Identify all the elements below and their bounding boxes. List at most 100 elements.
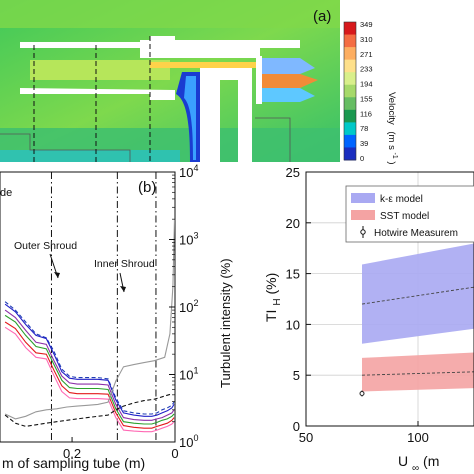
colorbar-label-text: Velocity bbox=[386, 92, 397, 125]
panel-c-ytick-label: 10 bbox=[286, 317, 300, 332]
panel-c-ylabel-sub: H bbox=[272, 298, 283, 305]
arrowhead-outer-shroud bbox=[54, 272, 60, 278]
panel-b-series-line bbox=[4, 393, 173, 427]
panel-c-ytick-label: 20 bbox=[286, 216, 300, 231]
panel-c-xtick-label: 100 bbox=[407, 430, 429, 445]
panel-c-ylabel: TI H (%) bbox=[263, 273, 283, 322]
step-lower-right bbox=[255, 117, 291, 162]
panel-b-xtick-label: 0 bbox=[171, 446, 178, 461]
colorbar-tick-label: 155 bbox=[360, 94, 373, 103]
panel-b-series-line bbox=[4, 303, 175, 417]
legend-marker-hotwire bbox=[360, 229, 366, 235]
panel-c-ytick-label: 5 bbox=[293, 368, 300, 383]
legend-swatch-k-eps bbox=[351, 193, 375, 203]
panel-c-frame-top bbox=[305, 171, 474, 427]
panel-b-xlabel: m of sampling tube (m) bbox=[2, 455, 145, 471]
panel-c-ytick-label: 15 bbox=[286, 267, 300, 282]
panel-b-series-line bbox=[4, 321, 175, 429]
inner-channel bbox=[30, 60, 170, 80]
colorbar-tick-label: 78 bbox=[360, 124, 368, 133]
colorbar-segment bbox=[344, 59, 356, 73]
panel-b-right-ticks: 104 103 102 101 100 bbox=[169, 163, 198, 450]
colorbar-label-close: ) bbox=[386, 161, 397, 164]
panel-c-ytick-label: 25 bbox=[286, 165, 300, 180]
panel-b: (b) de Outer Shroud Inner Shroud m of sa… bbox=[0, 163, 233, 471]
colorbar-segment bbox=[344, 72, 356, 86]
inlet-tube-bottom bbox=[20, 88, 175, 100]
contour-band-upper bbox=[0, 0, 340, 28]
panel-b-series-line bbox=[4, 309, 175, 421]
colorbar-segment bbox=[344, 122, 356, 136]
panel-b-partial-legend: de bbox=[0, 187, 12, 199]
panel-c-ticks: 0 5 10 15 20 25 50 100 bbox=[286, 165, 429, 445]
panel-c-ylabel-base: TI bbox=[263, 310, 279, 322]
panel-c-legend: k-ε model SST model Hotwire Measurem bbox=[345, 185, 474, 243]
annotation-outer-shroud: Outer Shroud bbox=[14, 240, 77, 252]
tube-jet-lower bbox=[150, 62, 260, 68]
step-lower-left bbox=[0, 133, 131, 162]
colorbar-segment bbox=[344, 109, 356, 123]
arrowhead-inner-shroud bbox=[120, 286, 126, 292]
colorbar-tick-label: 271 bbox=[360, 50, 373, 59]
exhaust-mid bbox=[262, 74, 318, 88]
legend-label-hotwire: Hotwire Measurem bbox=[374, 228, 458, 239]
legend-label-sst: SST model bbox=[380, 211, 429, 222]
inlet-tube-top bbox=[20, 36, 175, 48]
colorbar-segment bbox=[344, 147, 356, 161]
annotation-inner-shroud: Inner Shroud bbox=[94, 258, 155, 270]
colorbar-label-exp: -1 bbox=[391, 153, 398, 159]
blue-probe-core bbox=[184, 76, 196, 160]
colorbar-tick-label: 116 bbox=[360, 109, 372, 118]
panel-c-hotwire-point bbox=[359, 390, 365, 396]
panel-b-xticks: 0.2 0 bbox=[63, 437, 179, 461]
panel-c-xlabel: U ∞ (m bbox=[398, 453, 439, 474]
colorbar-outline bbox=[343, 21, 357, 161]
colorbar-tick-label: 349 bbox=[360, 20, 373, 29]
panel-c-plot bbox=[305, 171, 474, 427]
colorbar-title: Velocity (m s -1 ) bbox=[386, 92, 401, 165]
panel-b-right-ylabel: Turbulent intensity (%) bbox=[218, 258, 233, 388]
panel-a-label: (a) bbox=[313, 8, 331, 25]
nozzle-wall bbox=[256, 56, 262, 104]
colorbar-segment bbox=[344, 22, 356, 36]
legend-label-k-eps: k-ε model bbox=[380, 194, 423, 205]
panel-b-frame bbox=[0, 171, 176, 443]
velocity-colorbar: 349 310 271 233 194 155 116 78 39 0 bbox=[343, 20, 373, 163]
panel-c-band bbox=[362, 352, 474, 392]
panel-b-series-line bbox=[4, 326, 175, 433]
housing-stem bbox=[200, 68, 252, 162]
exhaust-lower bbox=[262, 88, 315, 102]
panel-c-ylabel-unit: (%) bbox=[263, 273, 279, 295]
colorbar-tick-label: 233 bbox=[360, 65, 373, 74]
colorbar-segment bbox=[344, 34, 356, 48]
housing-right bbox=[140, 40, 300, 58]
panel-c-xtick-label: 50 bbox=[299, 430, 313, 445]
colorbar-segment bbox=[344, 47, 356, 61]
colorbar-segment bbox=[344, 97, 356, 111]
panel-c-ytick-label: 0 bbox=[293, 419, 300, 434]
colorbar-segment bbox=[344, 134, 356, 148]
colorbar-tick-label: 39 bbox=[360, 139, 368, 148]
colorbar-tick-label: 194 bbox=[360, 80, 373, 89]
colorbar-segment bbox=[344, 84, 356, 98]
colorbar-label-unit: (m s bbox=[386, 131, 397, 150]
panel-b-right-tick-label: 104 bbox=[179, 163, 198, 180]
panel-c-band bbox=[362, 243, 474, 344]
panel-b-right-tick-label: 101 bbox=[179, 366, 198, 383]
colorbar-tick-label: 0 bbox=[360, 154, 364, 163]
exhaust-upper bbox=[260, 58, 315, 74]
legend-swatch-sst bbox=[351, 210, 375, 220]
panel-c-xlabel-unit: (m bbox=[423, 453, 439, 469]
panel-a: (a) 349 310 271 233 194 155 116 78 39 0 Velocity … bbox=[0, 0, 401, 165]
panel-c-xlabel-sub: ∞ bbox=[412, 463, 419, 474]
panel-b-series-line bbox=[4, 314, 175, 425]
panel-c: 0 5 10 15 20 25 50 100 k-ε model SST model Hotw… bbox=[263, 165, 474, 474]
panel-b-plot bbox=[4, 172, 176, 442]
panel-b-series-line bbox=[4, 219, 176, 420]
panel-b-right-tick-label: 103 bbox=[179, 231, 198, 248]
panel-b-label: (b) bbox=[138, 179, 156, 196]
contour-cyan-zone bbox=[0, 150, 180, 162]
panel-b-right-tick-label: 102 bbox=[179, 298, 198, 315]
colorbar-tick-label: 310 bbox=[360, 35, 373, 44]
